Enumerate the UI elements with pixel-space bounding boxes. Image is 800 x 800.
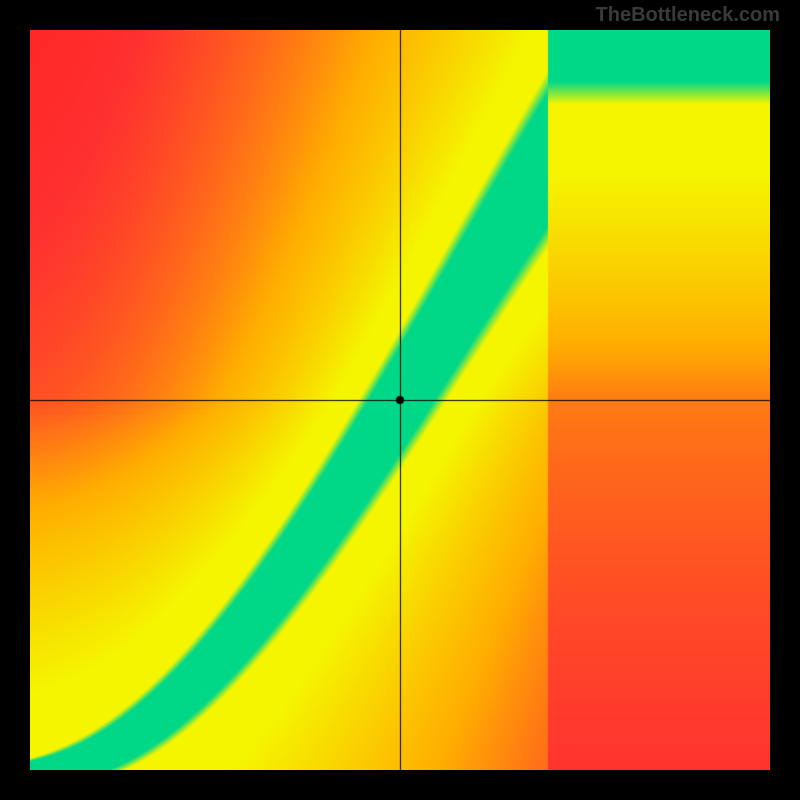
heatmap-canvas [30,30,770,770]
bottleneck-heatmap [30,30,770,770]
watermark-text: TheBottleneck.com [596,4,780,27]
